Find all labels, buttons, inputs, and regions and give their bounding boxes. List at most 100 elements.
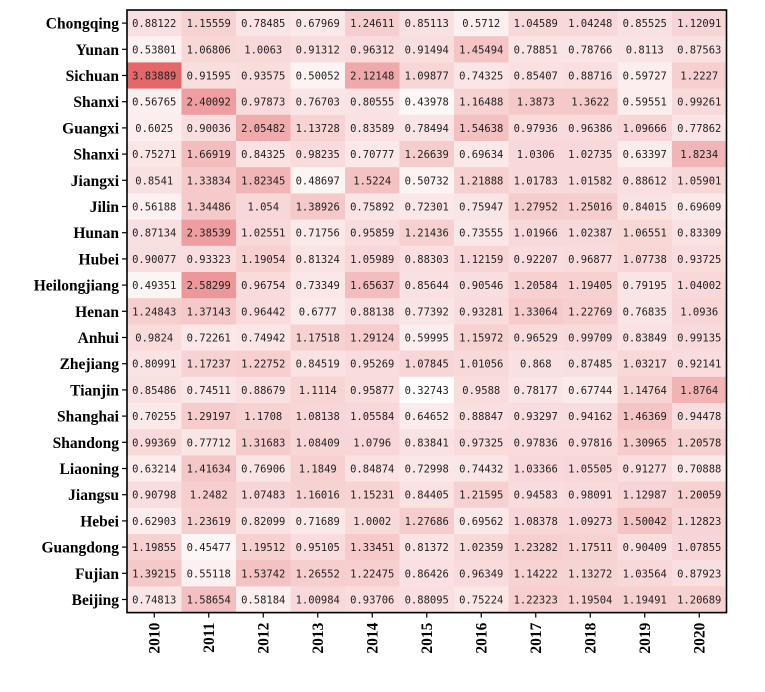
row-label: Hebei (80, 513, 119, 530)
cell-value-label: 1.17237 (187, 359, 231, 371)
cell-value-label: 1.12823 (677, 516, 721, 528)
heatmap-cell (181, 219, 237, 247)
cell-value-label: 1.07855 (677, 542, 721, 554)
heatmap-cell (672, 376, 727, 404)
column-label: 2015 (419, 622, 436, 653)
heatmap-cell (672, 534, 727, 561)
cell-value-label: 1.19504 (568, 595, 612, 607)
cell-value-label: 0.69562 (459, 516, 503, 528)
cell-value-label: 1.22475 (350, 568, 394, 580)
heatmap-cell (508, 429, 564, 456)
cell-value-label: 1.09273 (568, 516, 612, 528)
cell-value-label: 1.22769 (568, 306, 612, 318)
cell-value-label: 1.17518 (296, 333, 340, 345)
cell-value-label: 0.87563 (677, 44, 721, 56)
heatmap-cell (236, 88, 291, 116)
heatmap-cell (127, 376, 182, 404)
cell-value-label: 1.22752 (241, 359, 285, 371)
heatmap-cell (508, 141, 564, 168)
heatmap-cell (127, 272, 182, 299)
cell-value-label: 1.12159 (459, 254, 503, 266)
cell-value-label: 0.77392 (405, 306, 449, 318)
heatmap-cell (236, 141, 291, 168)
heatmap-cell (454, 36, 509, 63)
cell-value-label: 0.73555 (459, 228, 503, 240)
heatmap-cell (508, 298, 564, 325)
cell-value-label: 0.94583 (514, 490, 558, 502)
heatmap-cell (454, 376, 509, 404)
heatmap-cell (454, 560, 509, 587)
cell-value-label: 0.81372 (405, 542, 449, 554)
cell-value-label: 0.85486 (132, 385, 176, 397)
heatmap-cell (563, 10, 618, 37)
heatmap-cell (127, 429, 182, 456)
cell-value-label: 0.74942 (241, 333, 285, 345)
cell-value-label: 0.79195 (623, 280, 667, 292)
heatmap-cell (345, 114, 400, 142)
cell-value-label: 0.94162 (568, 411, 612, 423)
heatmap-cell (399, 324, 455, 352)
heatmap-cell (290, 455, 346, 483)
cell-value-label: 1.26552 (296, 568, 340, 580)
cell-value-label: 1.15559 (187, 18, 231, 30)
cell-value-label: 1.31683 (241, 437, 285, 449)
heatmap-cell (508, 507, 564, 535)
cell-value-label: 1.3622 (571, 97, 609, 109)
cell-value-label: 1.19512 (241, 542, 285, 554)
heatmap-cell (672, 272, 727, 299)
heatmap-cell (290, 88, 346, 116)
heatmap-cell (454, 455, 509, 483)
heatmap-cell (617, 62, 673, 90)
cell-value-label: 1.29197 (187, 411, 231, 423)
cell-value-label: 0.868 (520, 359, 552, 371)
column-label: 2019 (637, 622, 654, 653)
cell-value-label: 0.93575 (241, 71, 285, 83)
heatmap-cell (290, 324, 346, 352)
cell-value-label: 1.53742 (241, 568, 285, 580)
cell-value-label: 1.23619 (187, 516, 231, 528)
heatmap-cell (290, 193, 346, 221)
cell-value-label: 1.66919 (187, 149, 231, 161)
cell-value-label: 1.00984 (296, 595, 340, 607)
cell-value-label: 0.50052 (296, 71, 340, 83)
cell-value-label: 0.95105 (296, 542, 340, 554)
heatmap-cell (672, 193, 727, 221)
cell-value-label: 0.77862 (677, 123, 721, 135)
heatmap-cell (236, 298, 291, 325)
heatmap-cell (508, 167, 564, 194)
heatmap-cell (454, 193, 509, 221)
heatmap-cell (454, 10, 509, 37)
heatmap-cell (617, 455, 673, 483)
heatmap-cell (454, 167, 509, 194)
cell-value-label: 0.70255 (132, 411, 176, 423)
heatmap-cell (454, 298, 509, 325)
heatmap-cell (672, 507, 727, 535)
heatmap-cell (127, 298, 182, 325)
heatmap-cell (672, 114, 727, 142)
cell-value-label: 1.07845 (405, 359, 449, 371)
cell-value-label: 1.19491 (623, 595, 667, 607)
heatmap-cell (672, 298, 727, 325)
heatmap-cell (617, 193, 673, 221)
heatmap-cell (563, 534, 618, 561)
heatmap-cell (399, 455, 455, 483)
heatmap-cell (236, 534, 291, 561)
cell-value-label: 1.21595 (459, 490, 503, 502)
cell-value-label: 0.93706 (350, 595, 394, 607)
heatmap-cell (508, 403, 564, 430)
heatmap-cell (617, 376, 673, 404)
row-label: Shandong (53, 435, 120, 452)
row-label: Tianjin (70, 382, 119, 399)
heatmap-cell (454, 88, 509, 116)
cell-value-label: 1.04589 (514, 18, 558, 30)
heatmap-cell (345, 10, 400, 37)
cell-value-label: 0.88303 (405, 254, 449, 266)
heatmap-cell (399, 167, 455, 194)
cell-value-label: 0.59551 (623, 97, 667, 109)
cell-value-label: 1.13728 (296, 123, 340, 135)
cell-value-label: 0.75947 (459, 202, 503, 214)
heatmap-cell (181, 429, 237, 456)
heatmap-cell (563, 586, 618, 614)
heatmap-cell (236, 10, 291, 37)
cell-value-label: 0.72301 (405, 202, 449, 214)
